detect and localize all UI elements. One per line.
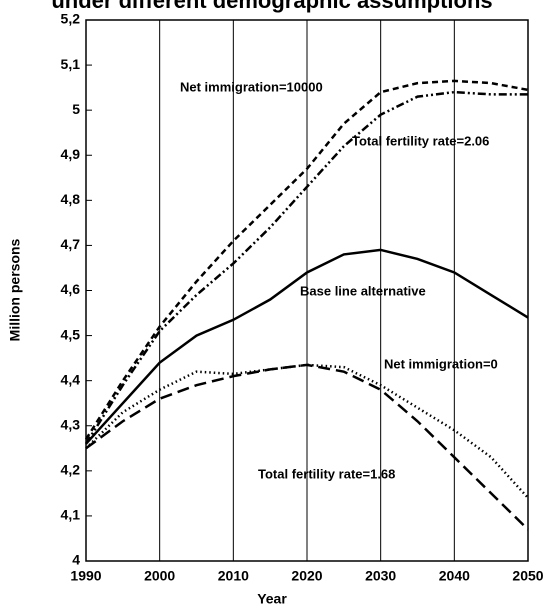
series-line [85,363,529,499]
y-tick-label: 4 [72,552,80,568]
series-line [84,90,528,445]
y-tick-label: 5,2 [61,11,81,27]
series-label: Base line alternative [300,283,426,298]
x-tick-label: 2020 [291,568,322,584]
y-tick-label: 4,9 [61,146,81,162]
y-axis-label: Million persons [7,238,23,341]
series-label: Total fertility rate=2.06 [352,133,489,148]
y-tick-label: 4,8 [61,191,81,207]
y-tick-label: 4,2 [61,462,81,478]
series-line [85,248,529,445]
series-label: Total fertility rate=1.68 [258,466,395,481]
x-tick-label: 2040 [439,568,470,584]
y-tick-label: 5 [72,101,80,117]
y-tick-label: 4,1 [61,507,81,523]
series-label: Net immigration=10000 [180,79,323,94]
x-axis-label: Year [257,591,287,607]
x-tick-label: 2030 [365,568,396,584]
x-tick-label: 2000 [144,568,175,584]
series-label: Net immigration=0 [384,356,498,371]
y-tick-label: 5,1 [61,56,81,72]
x-tick-label: 2010 [218,568,249,584]
x-tick-label: 2050 [512,568,543,584]
series-line [84,79,529,440]
y-tick-label: 4,7 [61,236,81,252]
y-tick-label: 4,3 [61,416,81,432]
y-tick-label: 4,4 [61,371,81,387]
series-line [85,363,529,531]
y-tick-label: 4,5 [61,326,81,342]
y-tick-label: 4,6 [61,281,81,297]
chart-title: under different demographic assumptions [51,0,492,13]
x-tick-label: 1990 [70,568,101,584]
